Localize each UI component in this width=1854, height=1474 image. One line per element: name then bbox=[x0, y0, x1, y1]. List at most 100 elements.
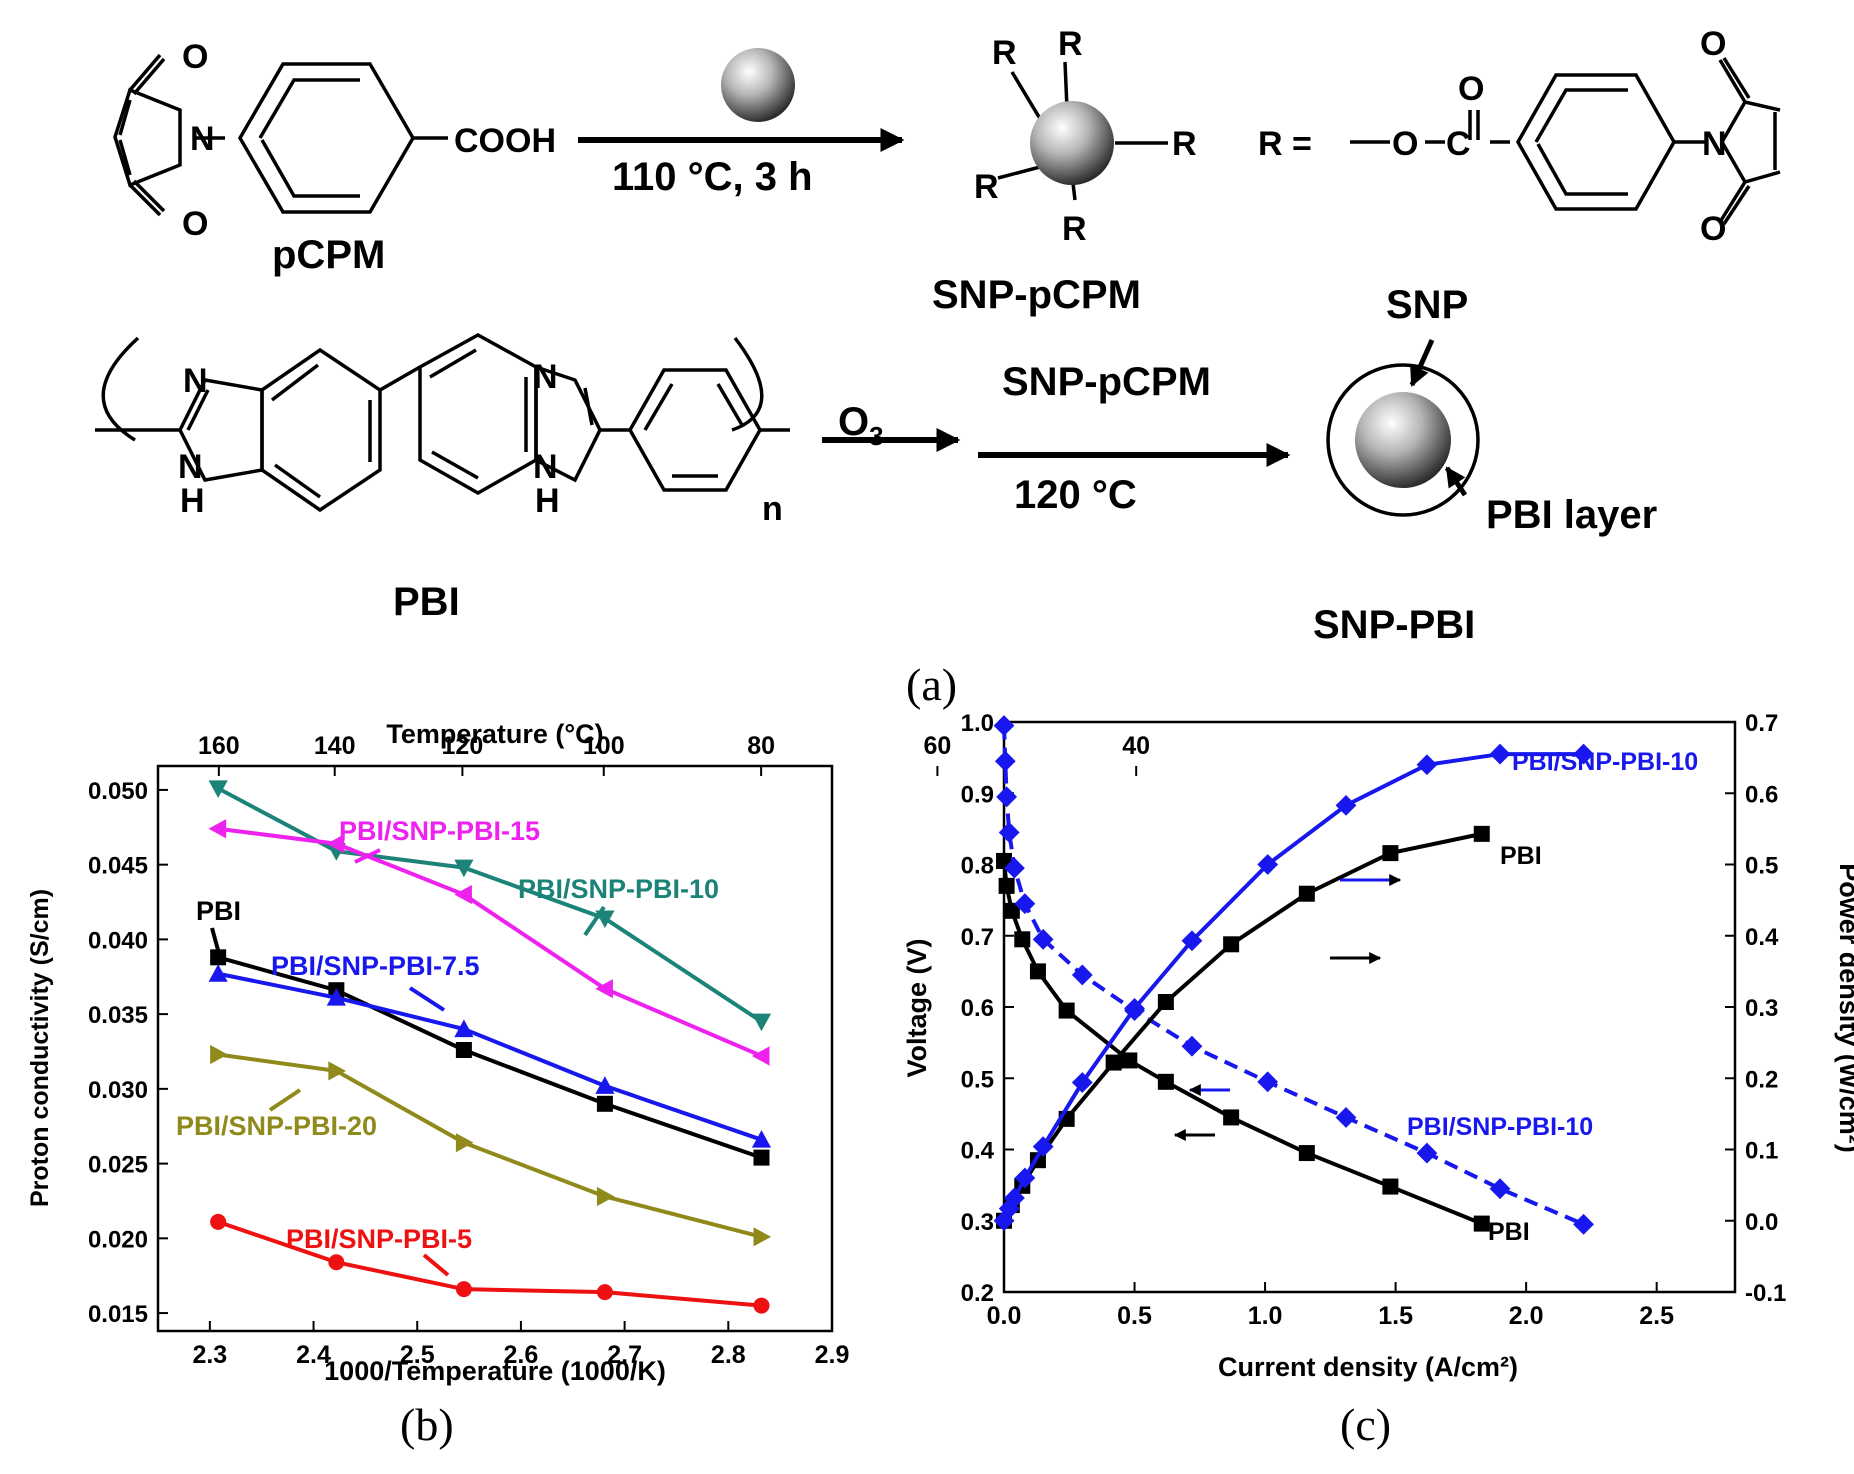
c-point-1-14 bbox=[1573, 1213, 1594, 1235]
c-point-1-2 bbox=[996, 786, 1018, 808]
chart-c-polarization: 0.0 0.5 1.0 1.5 2.0 2.5 0.2 0.3 0.4 0.5 0.6 0.7 0.8 0… bbox=[902, 710, 1854, 1382]
c-point-0-7 bbox=[1157, 1073, 1174, 1090]
pbi-label: PBI bbox=[393, 580, 460, 624]
panel-label-b: (b) bbox=[400, 1399, 454, 1450]
b-ytick-label: 0.050 bbox=[88, 778, 148, 805]
b-ytick-label: 0.030 bbox=[88, 1077, 148, 1104]
c-point-1-9 bbox=[1181, 1035, 1203, 1057]
benzene-r bbox=[1515, 73, 1677, 211]
benzene-pbi-2 bbox=[418, 333, 538, 496]
chart-c-y2label: Power density (W/cm²) bbox=[1834, 863, 1854, 1153]
pointer-pbi bbox=[210, 927, 220, 951]
b-point-1-4 bbox=[751, 1046, 770, 1066]
b-point-2-0 bbox=[210, 949, 227, 966]
c-xtick-label: 2.5 bbox=[1639, 1302, 1674, 1330]
b-point-3-1 bbox=[326, 988, 346, 1006]
b-top-tick-label: 160 bbox=[198, 732, 240, 760]
c-point-3-5 bbox=[1071, 1072, 1093, 1093]
c-y2tick-label: 0.0 bbox=[1745, 1209, 1778, 1236]
c-y2tick-label: 0.6 bbox=[1745, 781, 1778, 808]
subscript-n: n bbox=[762, 490, 783, 528]
c-point-0-1 bbox=[998, 877, 1015, 894]
c-y2tick-label: 0.5 bbox=[1745, 853, 1778, 880]
c-point-1-13 bbox=[1489, 1178, 1511, 1200]
pointer-7-5 bbox=[408, 986, 446, 1012]
c-ytick-label: 0.8 bbox=[961, 853, 994, 880]
c-point-1-1 bbox=[994, 750, 1016, 772]
pbi-n-2: N bbox=[533, 358, 558, 396]
chart-b-ylabel: Proton conductivity (S/cm) bbox=[26, 889, 54, 1207]
b-point-3-2 bbox=[454, 1019, 474, 1038]
c-point-3-7 bbox=[1181, 930, 1203, 952]
r-1: R bbox=[992, 34, 1017, 72]
pointer-10 bbox=[583, 905, 606, 937]
r-def-o-bottom: O bbox=[1700, 210, 1726, 248]
b-point-1-0 bbox=[208, 819, 227, 839]
atom-o-2: O bbox=[182, 205, 208, 243]
label-pbi-snp-pbi-10: PBI/SNP-PBI-10 bbox=[518, 874, 719, 904]
c-point-1-11 bbox=[1335, 1107, 1357, 1128]
label-pbi: PBI bbox=[196, 896, 241, 926]
b-point-4-3 bbox=[596, 1186, 615, 1207]
b-point-1-1 bbox=[326, 834, 345, 854]
r-5: R bbox=[1062, 210, 1087, 248]
b-ytick-label: 0.015 bbox=[88, 1301, 148, 1328]
c-point-3-6 bbox=[1124, 998, 1145, 1019]
c-point-2-8 bbox=[1298, 885, 1315, 902]
b-ytick-label: 0.045 bbox=[88, 853, 148, 880]
b-point-5-0 bbox=[210, 1213, 227, 1230]
b-ytick-label: 0.035 bbox=[88, 1002, 148, 1029]
pbi-nh-1: N bbox=[178, 448, 203, 486]
c-point-1-3 bbox=[998, 822, 1020, 843]
r-def-n: N bbox=[1702, 125, 1727, 163]
pbi-h-1: H bbox=[180, 482, 205, 520]
silica-sphere-snp-pbi bbox=[1355, 392, 1451, 488]
b-point-5-4 bbox=[753, 1297, 770, 1314]
c-point-0-10 bbox=[1382, 1178, 1399, 1195]
label-pbi-snp-pbi-15: PBI/SNP-PBI-15 bbox=[339, 816, 540, 846]
c-point-1-12 bbox=[1416, 1142, 1438, 1164]
b-ytick-label: 0.040 bbox=[88, 927, 148, 954]
c-ytick-label: 0.3 bbox=[961, 1209, 994, 1236]
b-point-4-2 bbox=[455, 1133, 474, 1153]
b-top-tick-label: 40 bbox=[1122, 732, 1150, 760]
atom-o-1: O bbox=[182, 38, 208, 76]
b-point-3-3 bbox=[595, 1076, 615, 1094]
c-point-1-7 bbox=[1071, 964, 1093, 986]
c-point-3-10 bbox=[1416, 754, 1438, 776]
maleimide-ring-1 bbox=[113, 87, 182, 188]
c-y2tick-label: -0.1 bbox=[1745, 1280, 1786, 1307]
c-y2tick-label: 0.3 bbox=[1745, 995, 1778, 1022]
c-ytick-label: 0.2 bbox=[961, 1280, 994, 1307]
r-def-carbonyl-o: O bbox=[1458, 70, 1484, 108]
b-point-2-4 bbox=[753, 1149, 770, 1166]
b-ytick-label: 0.025 bbox=[88, 1152, 148, 1179]
c-ytick-label: 0.5 bbox=[961, 1066, 994, 1093]
c-point-3-4 bbox=[1032, 1136, 1054, 1158]
c-point-3-2 bbox=[1004, 1187, 1025, 1209]
c-ytick-label: 0.9 bbox=[961, 781, 994, 808]
b-point-3-4 bbox=[751, 1130, 772, 1148]
pbi-h-2: H bbox=[535, 482, 560, 520]
silica-sphere-reagent bbox=[721, 48, 795, 122]
chart-c-xlabel: Current density (A/cm²) bbox=[1218, 1352, 1518, 1382]
label-pbi-snp-pbi-20: PBI/SNP-PBI-20 bbox=[176, 1111, 377, 1141]
ozone-label: O3 bbox=[838, 400, 884, 451]
r-def-o-top: O bbox=[1700, 25, 1726, 63]
r-2: R bbox=[1058, 25, 1083, 63]
c-ytick-label: 0.4 bbox=[961, 1138, 995, 1165]
condition-2: 120 °C bbox=[1014, 473, 1137, 517]
c-point-3-3 bbox=[1014, 1167, 1036, 1189]
b-xtick-label: 2.7 bbox=[607, 1341, 642, 1369]
c-ytick-label: 1.0 bbox=[961, 710, 994, 737]
c-point-2-5 bbox=[1105, 1054, 1122, 1071]
c-xtick-label: 2.0 bbox=[1509, 1302, 1544, 1330]
panel-label-c: (c) bbox=[1340, 1399, 1391, 1450]
c-point-0-6 bbox=[1121, 1052, 1138, 1069]
b-point-4-1 bbox=[328, 1061, 346, 1081]
chart-b-frame bbox=[156, 764, 834, 1333]
c-xtick-label: 0.5 bbox=[1117, 1302, 1152, 1330]
b-point-2-2 bbox=[455, 1041, 472, 1058]
b-point-1-3 bbox=[595, 979, 613, 999]
b-xtick-label: 2.6 bbox=[504, 1341, 539, 1369]
